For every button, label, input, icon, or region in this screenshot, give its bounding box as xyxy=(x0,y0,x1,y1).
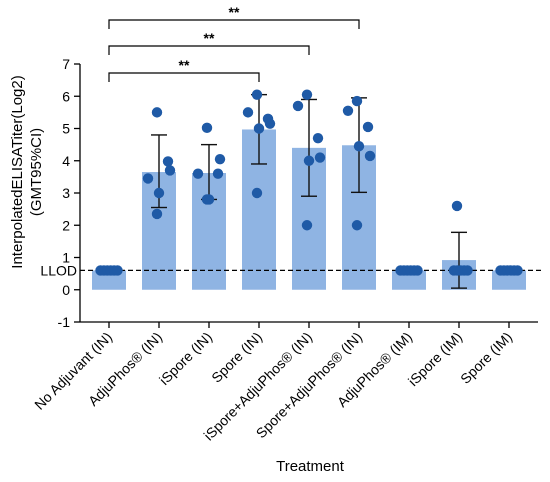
data-point xyxy=(142,173,154,184)
bars xyxy=(92,129,526,290)
data-point xyxy=(314,152,326,163)
data-point xyxy=(253,123,265,134)
y-tick-label: -1 xyxy=(58,314,71,330)
data-point xyxy=(301,220,313,231)
significance-bracket xyxy=(108,19,360,29)
data-point xyxy=(251,89,263,100)
data-point xyxy=(303,155,315,166)
y-tick-label: 7 xyxy=(62,56,70,72)
data-point xyxy=(462,265,473,276)
data-point xyxy=(151,208,163,220)
x-tick-label: iSpore (IM) xyxy=(405,329,465,389)
data-point xyxy=(264,118,276,129)
data-point xyxy=(153,187,165,199)
data-point xyxy=(212,168,224,179)
y-axis-title: InterpolatedELISATiter(Log2) xyxy=(9,75,26,268)
y-axis-title-secondary: (GMT95%CI) xyxy=(28,128,45,216)
data-point xyxy=(342,105,354,116)
significance-brackets: ** ** ** xyxy=(108,4,360,82)
data-point xyxy=(151,107,163,118)
y-tick-label: 4 xyxy=(62,153,70,169)
y-tick-label: 1 xyxy=(62,250,70,266)
data-point xyxy=(164,165,176,176)
data-point xyxy=(362,121,374,133)
data-point xyxy=(351,95,363,107)
data-point xyxy=(301,89,313,100)
x-tick-label: Spore (IM) xyxy=(457,329,515,387)
significance-label: ** xyxy=(204,30,215,46)
significance-label: ** xyxy=(229,4,240,20)
data-point xyxy=(192,168,204,179)
y-tick-label: 5 xyxy=(62,121,70,137)
data-point xyxy=(201,194,213,205)
data-point xyxy=(364,150,376,162)
y-tick-label: 3 xyxy=(62,185,70,201)
x-tick-label: iSpore (IN) xyxy=(156,329,215,388)
data-point xyxy=(251,187,263,199)
lod-label: LLOD xyxy=(40,262,77,278)
data-points xyxy=(95,89,523,276)
data-point xyxy=(242,107,254,118)
data-point xyxy=(351,220,363,231)
data-point xyxy=(451,200,463,212)
significance-bracket xyxy=(108,45,310,55)
data-point xyxy=(162,156,174,167)
significance-label: ** xyxy=(179,57,190,73)
y-tick-label: 0 xyxy=(62,282,70,298)
data-point xyxy=(201,122,213,134)
y-tick-label: 6 xyxy=(62,88,70,104)
data-point xyxy=(214,153,226,165)
data-point xyxy=(412,265,423,276)
x-axis-title: Treatment xyxy=(276,458,345,475)
significance-bracket xyxy=(108,72,260,82)
data-point xyxy=(353,141,365,152)
y-tick-label: 2 xyxy=(62,217,70,233)
data-point xyxy=(512,265,523,276)
data-point xyxy=(112,265,123,276)
data-point xyxy=(312,132,324,144)
data-point xyxy=(292,100,304,112)
